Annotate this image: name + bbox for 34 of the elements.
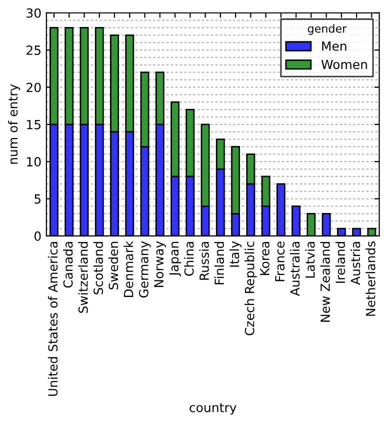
- x-tick-label: Finland: [214, 242, 224, 284]
- x-tick-label: Canada: [63, 242, 73, 288]
- x-tick-label: Russia: [199, 242, 209, 280]
- x-tick-label: Austria: [350, 242, 360, 285]
- legend-label: Men: [322, 42, 346, 51]
- legend-label: Women: [321, 60, 367, 70]
- x-tick-label: Germany: [138, 241, 151, 298]
- y-tick-label: 20: [26, 82, 41, 92]
- legend-title: gender: [308, 24, 347, 35]
- y-tick-label: 30: [26, 8, 41, 18]
- x-tick-label: Korea: [260, 242, 270, 276]
- x-tick-label: Scotland: [93, 242, 104, 294]
- x-tick-label: Japan: [169, 242, 182, 276]
- x-tick-label: Netherlands: [366, 241, 376, 316]
- x-axis-title: country: [190, 403, 236, 415]
- y-tick-label: 25: [26, 46, 40, 55]
- x-tick-label: Norway: [154, 241, 166, 288]
- x-tick-label: Sweden: [108, 242, 118, 290]
- y-tick-label: 10: [27, 157, 41, 167]
- y-tick-label: 15: [27, 120, 40, 130]
- x-tick-label: France: [275, 241, 285, 282]
- x-tick-label: Denmark: [124, 240, 134, 298]
- y-axis-title: num of entry: [8, 84, 20, 164]
- y-tick-label: 5: [34, 194, 40, 204]
- y-tick-label: 0: [34, 231, 41, 241]
- x-tick-label: Latvia: [305, 242, 315, 278]
- x-tick-label: Ireland: [335, 242, 346, 283]
- x-tick-label: New Zealand: [320, 242, 330, 322]
- x-tick-label: Switzerland: [78, 242, 88, 313]
- x-tick-label: Czech Republic: [244, 242, 257, 336]
- x-tick-label: United States of America: [48, 242, 58, 396]
- x-tick-label: China: [184, 242, 194, 276]
- x-tick-label: Australia: [290, 242, 300, 296]
- x-tick-label: Italy: [229, 241, 242, 267]
